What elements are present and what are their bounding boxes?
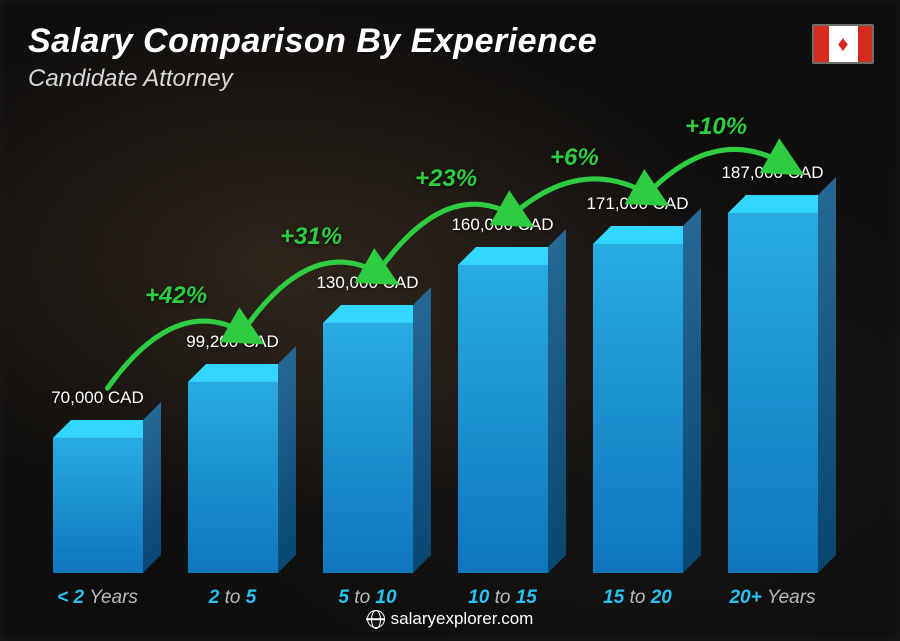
bar-value-label: 171,000 CAD bbox=[586, 194, 688, 214]
bar-group: 70,000 CAD< 2 Years bbox=[30, 388, 165, 573]
footer: salaryexplorer.com bbox=[0, 609, 900, 629]
bar-value-label: 99,200 CAD bbox=[186, 332, 279, 352]
bar-group: 99,200 CAD2 to 5 bbox=[165, 332, 300, 573]
bar-value-label: 187,000 CAD bbox=[721, 163, 823, 183]
bar bbox=[188, 382, 278, 573]
flag-icon: ♦ bbox=[812, 24, 874, 64]
title-block: Salary Comparison By Experience Candidat… bbox=[28, 22, 597, 93]
bar-group: 171,000 CAD15 to 20 bbox=[570, 194, 705, 573]
bar-group: 160,000 CAD10 to 15 bbox=[435, 215, 570, 573]
category-label: 15 to 20 bbox=[603, 587, 672, 609]
bar-group: 187,000 CAD20+ Years bbox=[705, 163, 840, 573]
bar-group: 130,000 CAD5 to 10 bbox=[300, 273, 435, 573]
bar bbox=[53, 438, 143, 573]
increment-label: +31% bbox=[280, 223, 342, 251]
category-label: < 2 Years bbox=[57, 587, 138, 609]
bar bbox=[728, 213, 818, 573]
footer-text: salaryexplorer.com bbox=[391, 609, 534, 629]
increment-label: +23% bbox=[415, 165, 477, 193]
increment-label: +42% bbox=[145, 282, 207, 310]
maple-leaf-icon: ♦ bbox=[837, 33, 848, 55]
category-label: 5 to 10 bbox=[338, 587, 396, 609]
category-label: 10 to 15 bbox=[468, 587, 537, 609]
bar bbox=[593, 244, 683, 573]
increment-label: +10% bbox=[685, 113, 747, 141]
category-label: 2 to 5 bbox=[209, 587, 257, 609]
bar-value-label: 130,000 CAD bbox=[316, 273, 418, 293]
chart-subtitle: Candidate Attorney bbox=[28, 65, 597, 93]
bar bbox=[323, 323, 413, 573]
increment-label: +6% bbox=[550, 144, 599, 172]
category-label: 20+ Years bbox=[729, 587, 815, 609]
bar bbox=[458, 265, 548, 573]
bar-value-label: 70,000 CAD bbox=[51, 388, 144, 408]
globe-icon bbox=[367, 610, 385, 628]
bar-value-label: 160,000 CAD bbox=[451, 215, 553, 235]
chart-title: Salary Comparison By Experience bbox=[28, 22, 597, 61]
